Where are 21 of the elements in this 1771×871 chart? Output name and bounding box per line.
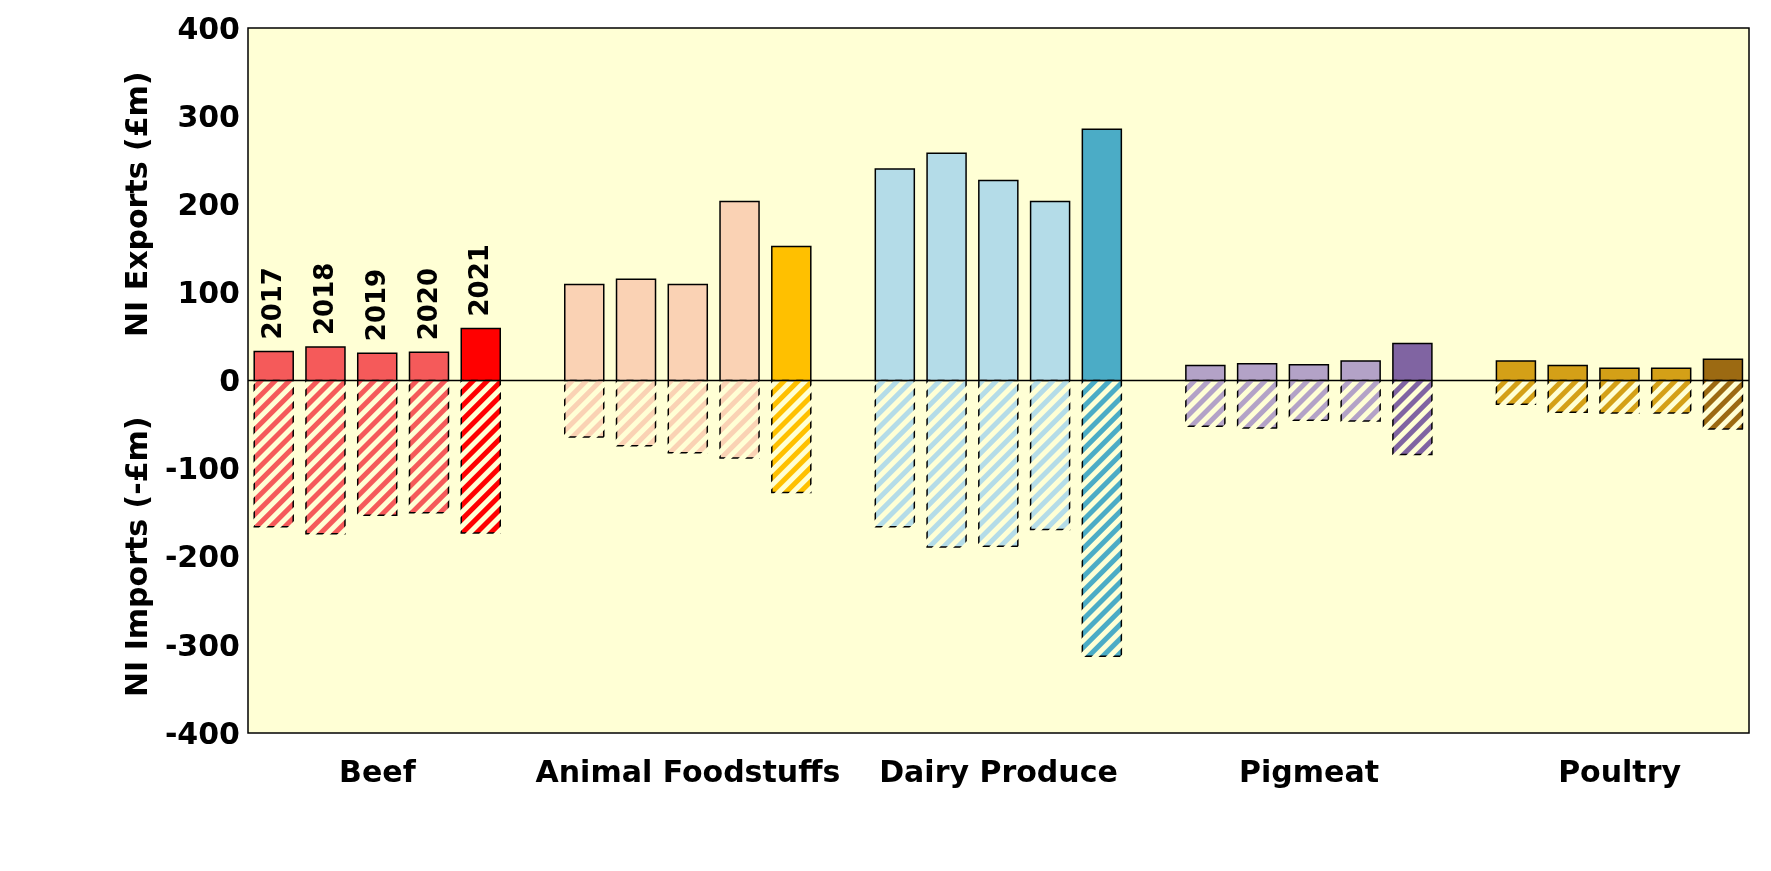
x-tick-label: Pigmeat bbox=[1239, 754, 1380, 790]
y-tick-label: -300 bbox=[164, 627, 240, 663]
annotation: 2018 bbox=[309, 262, 340, 336]
annotation: 2020 bbox=[412, 267, 443, 341]
y-tick-label: -400 bbox=[164, 715, 240, 751]
x-tick-label: Animal Foodstuffs bbox=[535, 754, 841, 790]
y-tick-label: -100 bbox=[164, 451, 240, 487]
y-tick-label: 100 bbox=[177, 275, 240, 311]
annotation: 2017 bbox=[257, 267, 288, 340]
text: NI Imports (-£m) bbox=[118, 416, 154, 698]
y-tick-label: 0 bbox=[219, 363, 240, 399]
y-axis-title: NI Exports (£m) bbox=[118, 71, 154, 338]
x-tick-label: Beef bbox=[339, 754, 417, 790]
x-tick-label: Poultry bbox=[1558, 754, 1682, 790]
annotation: 2021 bbox=[464, 244, 495, 317]
y-tick-label: 400 bbox=[177, 10, 240, 46]
x-tick-label: Dairy Produce bbox=[879, 754, 1118, 790]
y-tick-label: 200 bbox=[177, 186, 240, 222]
y-tick-label: -200 bbox=[164, 539, 240, 575]
y-tick-label: 300 bbox=[177, 98, 240, 134]
annotation: 2019 bbox=[360, 268, 391, 342]
